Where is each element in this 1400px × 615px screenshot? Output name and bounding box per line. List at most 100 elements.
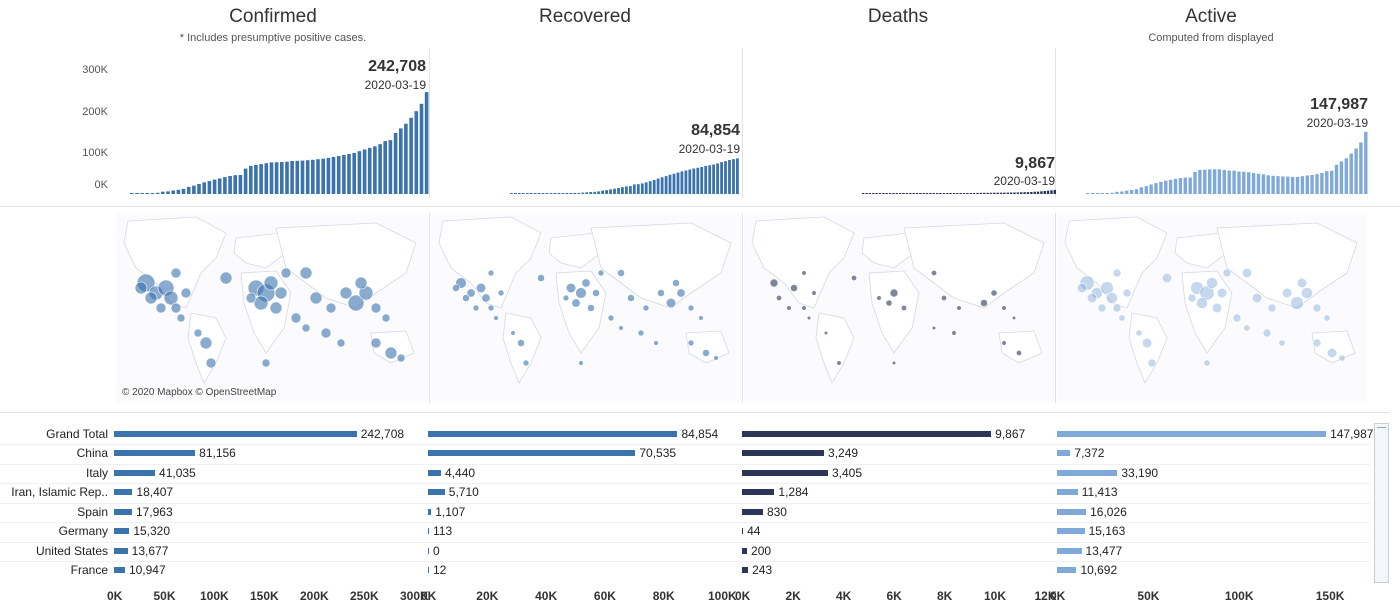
deaths-bar[interactable] xyxy=(999,192,1003,194)
confirmed-bar[interactable] xyxy=(326,157,331,194)
deaths-bar[interactable] xyxy=(1023,192,1026,194)
deaths-bar[interactable] xyxy=(1030,192,1033,194)
active-bar[interactable] xyxy=(1325,171,1329,194)
confirmed-bar[interactable] xyxy=(202,182,206,194)
map-bubble[interactable] xyxy=(475,282,487,294)
deaths-bar[interactable] xyxy=(949,193,952,194)
map-bubble[interactable] xyxy=(1079,275,1095,291)
deaths-bar[interactable] xyxy=(902,193,905,194)
active-bar[interactable] xyxy=(1232,170,1236,194)
map-bubble[interactable] xyxy=(597,269,605,277)
map-bubble[interactable] xyxy=(1015,350,1022,357)
map-bubble[interactable] xyxy=(325,302,337,314)
map-bubble[interactable] xyxy=(347,294,365,312)
map-bubble[interactable] xyxy=(1251,292,1263,304)
map-bubble[interactable] xyxy=(1206,277,1218,289)
deaths-bar[interactable] xyxy=(882,193,885,194)
map-bubble[interactable] xyxy=(575,287,587,299)
map-bubble[interactable] xyxy=(786,305,792,311)
confirmed-bar[interactable] xyxy=(305,160,310,194)
map-bubble[interactable] xyxy=(134,281,148,295)
active-bar[interactable] xyxy=(1276,176,1280,194)
deaths-bar[interactable] xyxy=(972,192,976,194)
map-bubble[interactable] xyxy=(144,291,158,305)
confirmed-bar[interactable] xyxy=(217,178,222,194)
confirmed-bar[interactable] xyxy=(367,147,372,194)
map-bubble[interactable] xyxy=(698,315,704,321)
recovered-bar[interactable] xyxy=(632,184,636,194)
active-bar[interactable] xyxy=(1334,164,1339,194)
recovered-bar[interactable] xyxy=(577,192,581,194)
confirmed-bar[interactable] xyxy=(259,164,263,194)
map-bubble[interactable] xyxy=(642,304,650,312)
map-bubble[interactable] xyxy=(941,295,948,302)
map-bubble[interactable] xyxy=(1112,268,1122,278)
map-bubble[interactable] xyxy=(493,315,499,321)
active-bar[interactable] xyxy=(1290,176,1295,194)
map-bubble[interactable] xyxy=(790,284,798,292)
recovered-bar[interactable] xyxy=(736,158,739,194)
map-bubble[interactable] xyxy=(653,340,659,346)
confirmed-bar[interactable] xyxy=(228,176,232,194)
deaths-bar[interactable] xyxy=(979,192,983,194)
confirmed-bar[interactable] xyxy=(166,191,170,194)
confirmed-bar[interactable] xyxy=(295,160,300,194)
confirmed-bar[interactable] xyxy=(393,133,398,194)
active-bar[interactable] xyxy=(1100,193,1104,194)
confirmed-bar[interactable] xyxy=(280,162,284,194)
scrollbar-thumb[interactable] xyxy=(1377,427,1386,433)
map-bubble[interactable] xyxy=(487,304,495,312)
active-bar[interactable] xyxy=(1286,176,1290,194)
recovered-bar[interactable] xyxy=(569,193,573,194)
map-bubble[interactable] xyxy=(1001,305,1007,311)
deaths-bar[interactable] xyxy=(1050,190,1053,194)
recovered-bar[interactable] xyxy=(613,188,616,194)
deaths-bar[interactable] xyxy=(909,193,912,194)
map-bubble[interactable] xyxy=(1323,314,1331,322)
map-bubble[interactable] xyxy=(1262,328,1272,338)
active-country-bar[interactable] xyxy=(1057,528,1085,534)
map-bubble[interactable] xyxy=(472,304,480,312)
map-bubble[interactable] xyxy=(537,274,545,282)
confirmed-country-bar[interactable] xyxy=(114,489,133,495)
confirmed-bar[interactable] xyxy=(192,185,196,194)
recovered-bar[interactable] xyxy=(629,186,632,194)
active-bar[interactable] xyxy=(1183,177,1187,194)
recovered-country-bar[interactable] xyxy=(428,528,429,534)
map-bubble[interactable] xyxy=(1281,287,1293,299)
map-bubble[interactable] xyxy=(452,284,460,292)
deaths-bar[interactable] xyxy=(905,193,909,194)
deaths-bar[interactable] xyxy=(868,193,872,194)
map-bubble[interactable] xyxy=(370,337,382,349)
confirmed-bar[interactable] xyxy=(388,140,393,194)
map-bubble[interactable] xyxy=(931,325,937,331)
deaths-bar[interactable] xyxy=(962,193,966,194)
active-bar[interactable] xyxy=(1227,170,1231,194)
active-bar[interactable] xyxy=(1256,173,1261,194)
map-bubble[interactable] xyxy=(1106,292,1118,304)
deaths-bar[interactable] xyxy=(1009,192,1013,195)
recovered-bar[interactable] xyxy=(609,189,612,194)
recovered-bar[interactable] xyxy=(573,193,577,194)
map-bubble[interactable] xyxy=(702,349,710,357)
deaths-bar[interactable] xyxy=(966,193,969,194)
map-bubble[interactable] xyxy=(811,290,817,296)
active-bar[interactable] xyxy=(1237,171,1241,194)
map-bubble[interactable] xyxy=(280,267,292,279)
confirmed-bar[interactable] xyxy=(352,152,356,194)
map-bubble[interactable] xyxy=(1001,340,1007,346)
deaths-country-bar[interactable] xyxy=(742,431,992,437)
map-bubble[interactable] xyxy=(1338,354,1346,362)
map-bubble[interactable] xyxy=(889,288,899,298)
active-bar[interactable] xyxy=(1242,171,1246,194)
active-bar[interactable] xyxy=(1164,180,1168,194)
confirmed-bar[interactable] xyxy=(161,191,165,194)
deaths-bar[interactable] xyxy=(862,193,865,194)
active-bar[interactable] xyxy=(1090,193,1095,194)
active-bar[interactable] xyxy=(1295,176,1300,194)
recovered-country-bar[interactable] xyxy=(428,489,445,495)
active-bar[interactable] xyxy=(1261,174,1266,194)
recovered-bar[interactable] xyxy=(680,171,684,194)
map-bubble[interactable] xyxy=(193,328,203,338)
map-bubble[interactable] xyxy=(775,295,782,302)
